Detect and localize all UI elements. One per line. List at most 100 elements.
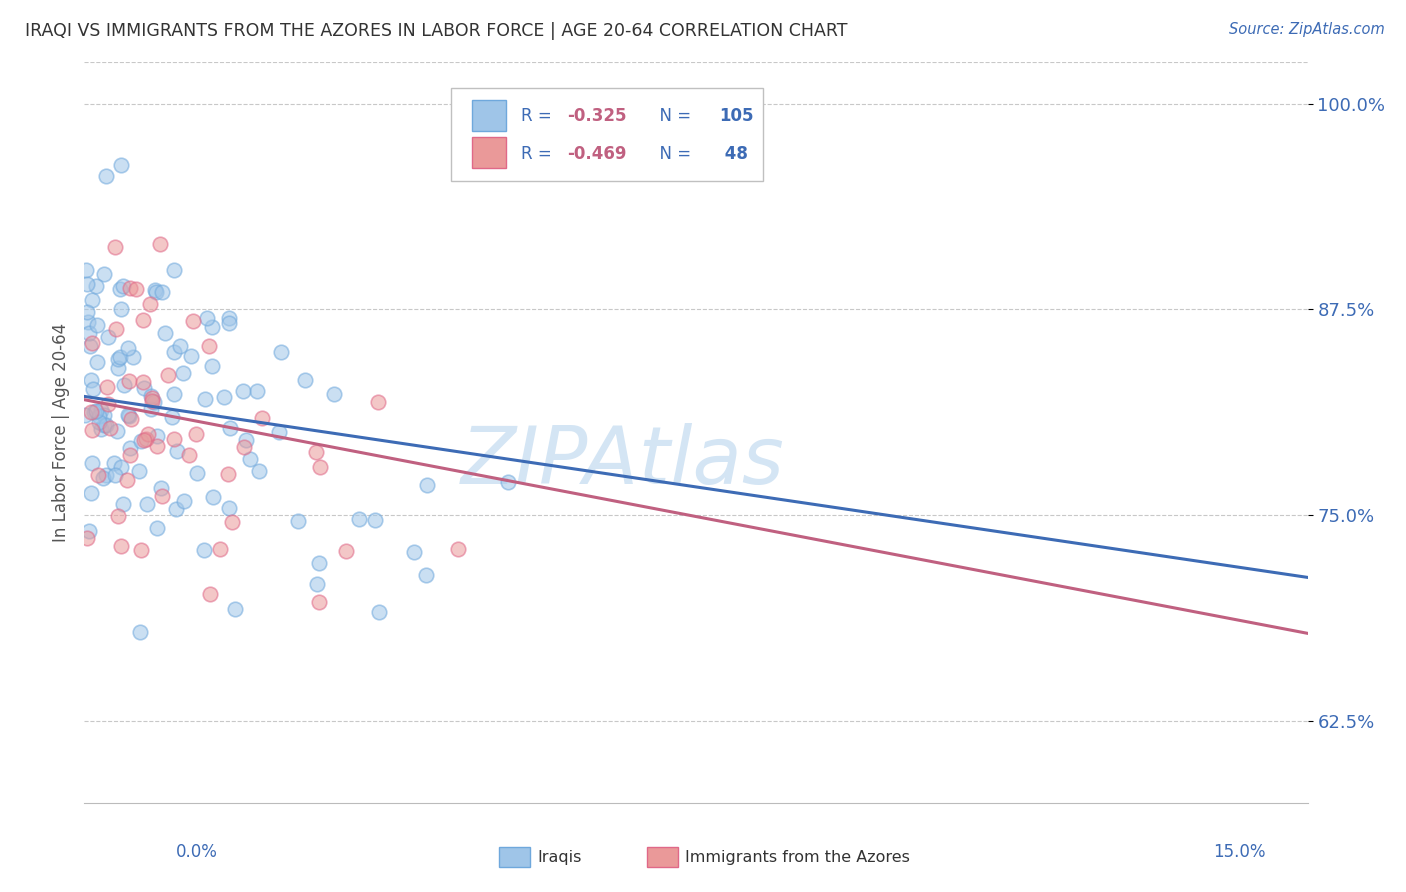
Point xyxy=(308,460,330,475)
Point xyxy=(90,422,112,436)
Text: N =: N = xyxy=(650,145,697,162)
Point xyxy=(308,556,330,570)
Point xyxy=(287,515,309,529)
Point xyxy=(166,444,188,458)
FancyBboxPatch shape xyxy=(451,88,763,181)
Point xyxy=(76,305,98,319)
Point xyxy=(129,543,152,558)
Point xyxy=(107,352,129,367)
Point xyxy=(108,282,131,296)
Point xyxy=(80,373,103,387)
Point xyxy=(270,345,292,359)
Point xyxy=(246,384,269,398)
Text: 105: 105 xyxy=(720,107,754,125)
Point xyxy=(141,393,163,408)
Point xyxy=(79,339,101,353)
Point xyxy=(141,391,163,405)
Point xyxy=(415,567,437,582)
Point xyxy=(128,464,150,478)
Point xyxy=(141,402,163,417)
Bar xyxy=(472,100,506,131)
Point xyxy=(180,349,202,363)
Point xyxy=(90,403,112,417)
Point xyxy=(498,475,520,489)
Point xyxy=(214,390,236,404)
Point xyxy=(247,464,270,478)
Point xyxy=(239,451,262,466)
Point xyxy=(110,158,132,172)
Point xyxy=(197,338,219,352)
Point xyxy=(217,467,239,482)
Point xyxy=(135,497,157,511)
Point xyxy=(83,405,105,419)
Point xyxy=(134,433,156,447)
Point xyxy=(77,524,100,539)
Point xyxy=(76,531,98,545)
Point xyxy=(169,339,191,353)
Point xyxy=(118,409,141,423)
Point xyxy=(86,279,108,293)
Point xyxy=(87,409,110,424)
Point xyxy=(105,424,128,438)
Point xyxy=(94,169,117,184)
Point xyxy=(184,427,207,442)
Point xyxy=(294,373,316,387)
Point xyxy=(94,417,117,432)
Point xyxy=(156,368,179,383)
Point xyxy=(115,473,138,487)
Point xyxy=(146,428,169,442)
Point xyxy=(202,490,225,504)
Point xyxy=(218,310,240,325)
Point xyxy=(136,427,159,442)
Point xyxy=(97,330,120,344)
Text: -0.469: -0.469 xyxy=(568,145,627,162)
Point xyxy=(139,297,162,311)
Point xyxy=(76,315,98,329)
Point xyxy=(93,267,115,281)
Point xyxy=(111,497,134,511)
Text: R =: R = xyxy=(522,145,557,162)
Point xyxy=(135,432,157,446)
Point xyxy=(110,539,132,553)
Point xyxy=(364,513,387,527)
Point xyxy=(181,314,204,328)
Point xyxy=(335,543,357,558)
Text: ZIPAtlas: ZIPAtlas xyxy=(461,423,785,501)
Point xyxy=(80,293,103,307)
Point xyxy=(160,410,183,425)
Text: Iraqis: Iraqis xyxy=(537,850,582,864)
Point xyxy=(75,408,97,422)
Point xyxy=(104,468,127,483)
Point xyxy=(132,375,155,389)
Point xyxy=(145,521,167,535)
Point xyxy=(118,448,141,462)
Point xyxy=(125,282,148,296)
Point xyxy=(232,440,254,454)
Point xyxy=(201,359,224,373)
Point xyxy=(117,341,139,355)
Point xyxy=(219,421,242,435)
Point xyxy=(367,394,389,409)
Point xyxy=(149,481,172,495)
Point xyxy=(193,542,215,557)
Point xyxy=(142,394,165,409)
Point xyxy=(80,486,103,500)
Point xyxy=(416,477,439,491)
Point xyxy=(163,345,186,359)
Point xyxy=(91,470,114,484)
Point xyxy=(163,432,186,446)
Point xyxy=(252,411,274,425)
Point xyxy=(143,283,166,297)
Text: 48: 48 xyxy=(720,145,748,162)
Y-axis label: In Labor Force | Age 20-64: In Labor Force | Age 20-64 xyxy=(52,323,70,542)
Point xyxy=(162,263,184,277)
Point xyxy=(347,512,370,526)
Point xyxy=(120,412,142,426)
Point xyxy=(308,595,330,609)
Bar xyxy=(472,137,506,169)
Point xyxy=(186,466,208,480)
Point xyxy=(179,448,201,462)
Point xyxy=(76,277,98,292)
Text: N =: N = xyxy=(650,107,697,125)
Point xyxy=(98,421,121,435)
